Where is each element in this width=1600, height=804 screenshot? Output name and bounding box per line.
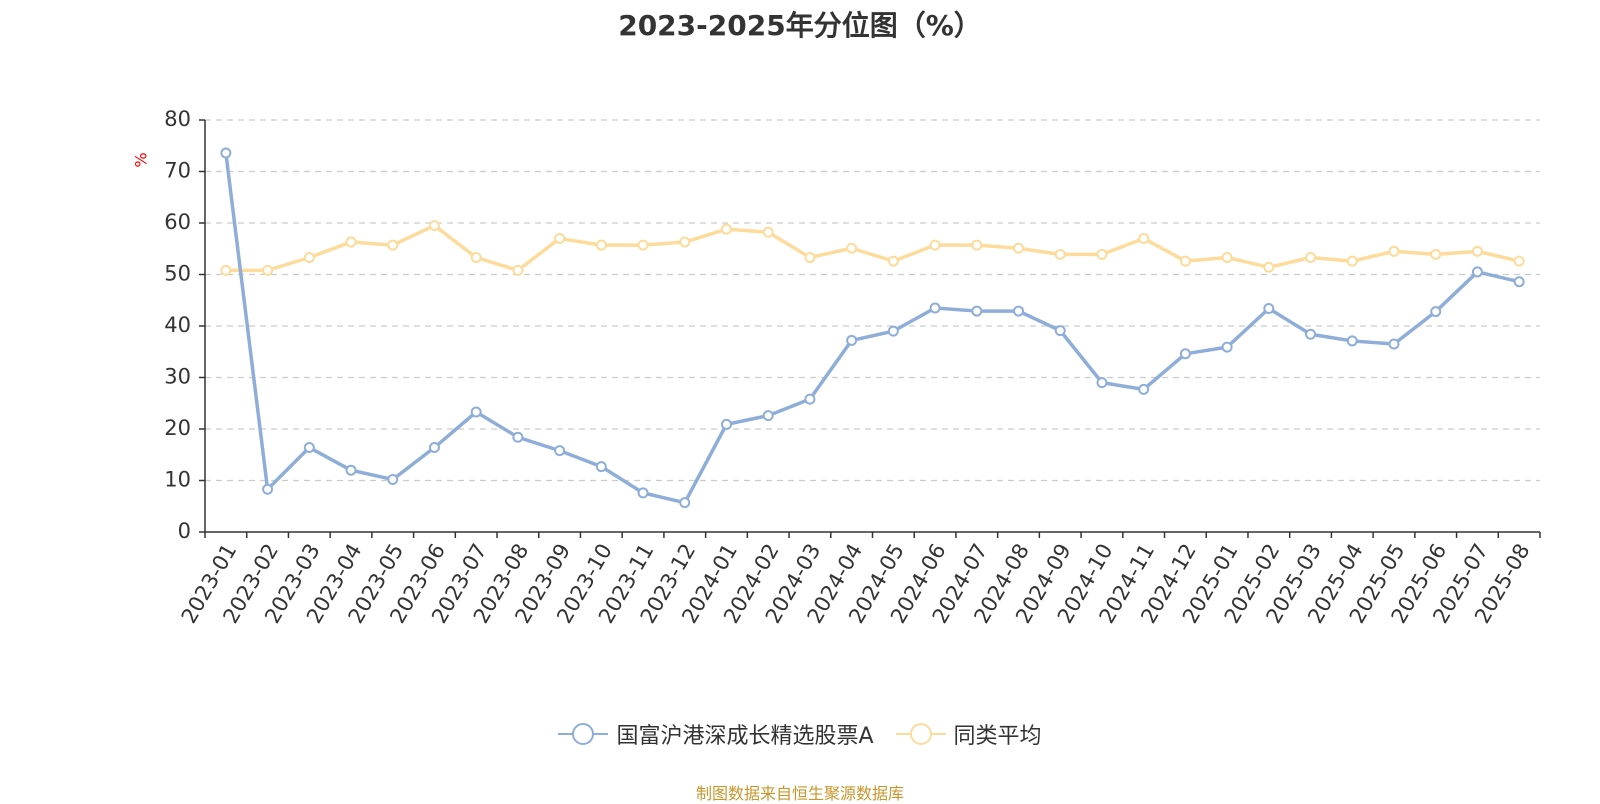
data-point-series-2[interactable]	[971, 239, 983, 251]
data-point-series-2[interactable]	[887, 255, 899, 267]
data-point-series-1[interactable]	[387, 473, 399, 485]
data-point-series-2[interactable]	[220, 264, 232, 276]
axes: 010203040506070802023-012023-022023-0320…	[164, 107, 1541, 627]
y-tick-label: 70	[164, 159, 191, 183]
legend-label-series-1: 国富沪港深成长精选股票A	[616, 724, 874, 749]
data-point-series-2[interactable]	[428, 220, 440, 232]
data-point-series-2[interactable]	[1305, 252, 1317, 264]
data-point-series-1[interactable]	[804, 393, 816, 405]
data-point-series-1[interactable]	[1430, 306, 1442, 318]
data-point-series-1[interactable]	[428, 442, 440, 454]
data-point-series-2[interactable]	[929, 239, 941, 251]
y-tick-label: 0	[178, 519, 191, 543]
data-point-series-2[interactable]	[1471, 245, 1483, 257]
data-point-series-2[interactable]	[1013, 242, 1025, 254]
series-line-1	[224, 152, 1520, 505]
data-point-series-1[interactable]	[512, 431, 524, 443]
data-source-note: 制图数据来自恒生聚源数据库	[695, 784, 904, 803]
data-point-series-2[interactable]	[595, 239, 607, 251]
data-point-series-2[interactable]	[679, 236, 691, 248]
data-point-series-1[interactable]	[554, 445, 566, 457]
legend-line-circle-icon	[895, 722, 946, 746]
data-point-series-2[interactable]	[1054, 248, 1066, 260]
data-point-series-2[interactable]	[1513, 255, 1525, 267]
data-points	[220, 147, 1525, 509]
data-point-series-2[interactable]	[1388, 245, 1400, 257]
y-tick-label: 50	[164, 262, 191, 286]
data-point-series-1[interactable]	[1346, 335, 1358, 347]
data-point-series-1[interactable]	[971, 305, 983, 317]
legend-item-series-2[interactable]: 同类平均	[895, 718, 1042, 750]
data-point-series-1[interactable]	[929, 302, 941, 314]
data-point-series-1[interactable]	[720, 418, 732, 430]
data-point-series-1[interactable]	[1179, 348, 1191, 360]
data-point-series-2[interactable]	[846, 242, 858, 254]
data-point-series-1[interactable]	[345, 464, 357, 476]
data-point-series-1[interactable]	[1388, 338, 1400, 350]
data-point-series-1[interactable]	[1054, 325, 1066, 337]
data-point-series-2[interactable]	[804, 252, 816, 264]
data-point-series-2[interactable]	[1430, 248, 1442, 260]
data-point-series-2[interactable]	[303, 252, 315, 264]
data-point-series-1[interactable]	[303, 442, 315, 454]
data-point-series-1[interactable]	[1305, 328, 1317, 340]
data-point-series-2[interactable]	[262, 264, 274, 276]
data-point-series-2[interactable]	[1179, 255, 1191, 267]
data-point-series-2[interactable]	[387, 239, 399, 251]
data-point-series-1[interactable]	[220, 147, 232, 159]
y-tick-label: 80	[164, 107, 191, 131]
series-lines	[224, 152, 1520, 505]
data-point-series-1[interactable]	[887, 325, 899, 337]
data-point-series-1[interactable]	[679, 497, 691, 509]
data-point-series-2[interactable]	[1346, 255, 1358, 267]
data-point-series-2[interactable]	[512, 264, 524, 276]
data-point-series-2[interactable]	[1096, 248, 1108, 260]
legend-item-series-1[interactable]: 国富沪港深成长精选股票A	[558, 718, 874, 750]
data-point-series-1[interactable]	[595, 461, 607, 473]
data-point-series-1[interactable]	[1513, 276, 1525, 288]
y-tick-label: 60	[164, 210, 191, 234]
data-point-series-1[interactable]	[1471, 266, 1483, 278]
data-point-series-2[interactable]	[470, 252, 482, 264]
y-tick-label: 10	[164, 468, 191, 492]
y-tick-label: 20	[164, 416, 191, 440]
data-point-series-2[interactable]	[554, 232, 566, 244]
data-point-series-1[interactable]	[846, 334, 858, 346]
chart-title: 2023-2025年分位图（%）	[618, 9, 982, 42]
data-point-series-2[interactable]	[1221, 252, 1233, 264]
grid-lines	[205, 119, 1540, 482]
legend-line-circle-icon	[558, 722, 609, 746]
data-point-series-1[interactable]	[1013, 305, 1025, 317]
legend: 国富沪港深成长精选股票A 同类平均	[0, 718, 1600, 750]
data-point-series-1[interactable]	[1263, 302, 1275, 314]
y-tick-label: 30	[164, 365, 191, 389]
data-point-series-2[interactable]	[1138, 232, 1150, 244]
data-point-series-1[interactable]	[470, 406, 482, 418]
data-point-series-1[interactable]	[262, 483, 274, 495]
data-point-series-1[interactable]	[637, 487, 649, 499]
data-point-series-2[interactable]	[762, 226, 774, 238]
series-line-2	[225, 223, 1520, 273]
y-tick-label: 40	[164, 313, 191, 337]
data-point-series-2[interactable]	[345, 236, 357, 248]
data-point-series-1[interactable]	[1221, 341, 1233, 353]
y-axis-unit-label: %	[132, 152, 151, 167]
data-point-series-2[interactable]	[637, 239, 649, 251]
data-point-series-2[interactable]	[1263, 261, 1275, 273]
data-point-series-1[interactable]	[1138, 383, 1150, 395]
data-point-series-2[interactable]	[720, 223, 732, 235]
data-point-series-1[interactable]	[762, 410, 774, 422]
data-point-series-1[interactable]	[1096, 377, 1108, 389]
legend-label-series-2: 同类平均	[953, 724, 1042, 749]
